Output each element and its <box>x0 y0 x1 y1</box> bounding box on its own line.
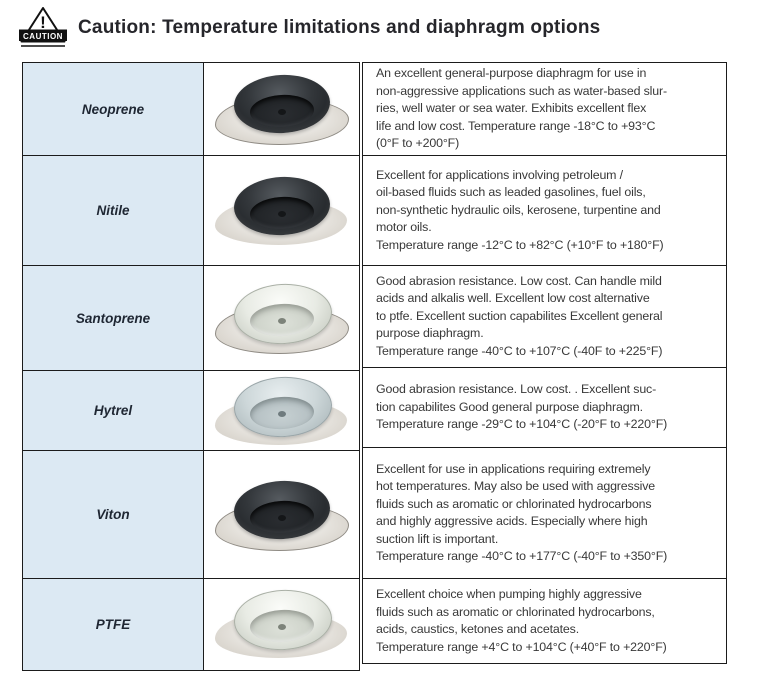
material-name-cell: Neoprene <box>23 63 204 155</box>
diaphragm-center-bolt <box>277 514 286 521</box>
material-name-cell: Viton <box>23 451 204 578</box>
diaphragm-image <box>207 582 357 666</box>
material-name: Santoprene <box>75 310 151 326</box>
material-image-table: Neoprene Nitile <box>22 62 360 671</box>
material-description: Excellent choice when pumping highly agg… <box>376 587 667 654</box>
material-description: An excellent general-purpose diaphragm f… <box>376 66 667 151</box>
material-name-cell: Hytrel <box>23 371 204 450</box>
table-row: Viton <box>23 451 359 579</box>
description-cell: Good abrasion resistance. Low cost. Can … <box>363 266 726 368</box>
diaphragm-image-cell <box>204 266 359 370</box>
material-name-cell: PTFE <box>23 579 204 670</box>
description-table: An excellent general-purpose diaphragm f… <box>362 62 727 664</box>
table-row: Neoprene <box>23 63 359 156</box>
description-cell: Excellent for use in applications requir… <box>363 448 726 579</box>
diaphragm-image <box>207 276 357 360</box>
exclamation-mark: ! <box>40 13 46 32</box>
table-row: Nitile <box>23 156 359 266</box>
diaphragm-image-cell <box>204 156 359 265</box>
material-name: Neoprene <box>81 101 145 117</box>
diaphragm-center-bolt <box>277 109 286 115</box>
diaphragm-center-bolt <box>277 210 286 217</box>
diaphragm-image-cell <box>204 371 359 450</box>
material-name-cell: Nitile <box>23 156 204 265</box>
description-cell: Excellent for applications involving pet… <box>363 156 726 266</box>
material-name: Hytrel <box>93 403 133 418</box>
table-row: Hytrel <box>23 371 359 451</box>
description-cell: Good abrasion resistance. Low cost. . Ex… <box>363 368 726 448</box>
diaphragm-image <box>207 369 357 453</box>
diaphragm-image-cell <box>204 579 359 670</box>
diaphragm-image-cell <box>204 63 359 155</box>
table-row: Santoprene <box>23 266 359 371</box>
diaphragm-center-bolt <box>277 624 286 631</box>
diaphragm-center-bolt <box>277 318 286 324</box>
diaphragm-center-bolt <box>277 410 286 417</box>
material-description: Good abrasion resistance. Low cost. . Ex… <box>376 382 668 432</box>
diaphragm-image-cell <box>204 451 359 578</box>
material-name: Viton <box>96 507 130 522</box>
diaphragm-image <box>207 169 357 253</box>
material-name: PTFE <box>95 616 131 632</box>
description-cell: Excellent choice when pumping highly agg… <box>363 579 726 663</box>
page-header: ! CAUTION Caution: Temperature limitatio… <box>18 6 600 50</box>
table-row: PTFE <box>23 579 359 670</box>
description-cell: An excellent general-purpose diaphragm f… <box>363 63 726 156</box>
material-description: Excellent for applications involving pet… <box>376 167 664 252</box>
page-title: Caution: Temperature limitations and dia… <box>78 17 601 38</box>
material-name-cell: Santoprene <box>23 266 204 370</box>
caution-banner-label: CAUTION <box>23 32 63 41</box>
material-description: Good abrasion resistance. Low cost. Can … <box>376 273 663 358</box>
material-name: Nitile <box>96 203 130 218</box>
material-description: Excellent for use in applications requir… <box>376 461 668 564</box>
caution-triangle-icon: ! CAUTION <box>19 7 67 47</box>
diaphragm-image <box>207 473 357 557</box>
diaphragm-image <box>207 67 357 151</box>
